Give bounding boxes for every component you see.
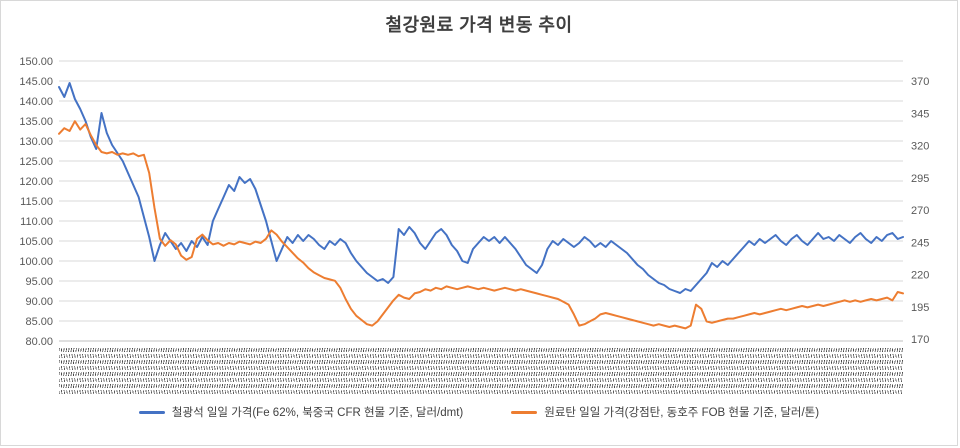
- legend: 철광석 일일 가격(Fe 62%, 북중국 CFR 현물 기준, 달러/dmt)…: [1, 404, 957, 420]
- left-axis-tick-label: 115.00: [20, 196, 53, 208]
- legend-line-swatch-orange: [511, 410, 538, 414]
- right-axis-tick-label: 320: [911, 141, 929, 153]
- right-axis-tick-label: 245: [911, 237, 929, 249]
- legend-line-swatch-blue: [138, 410, 165, 414]
- left-axis-tick-label: 100.00: [19, 256, 53, 268]
- legend-label-iron-ore: 철광석 일일 가격(Fe 62%, 북중국 CFR 현물 기준, 달러/dmt): [171, 407, 464, 419]
- x-tick-labels-row: [59, 390, 903, 394]
- plot-area: 150.00 145.00 140.00 135.00 130.00 125.00 120.…: [7, 47, 951, 394]
- chart-title: 철강원료 가격 변동 추이: [385, 15, 573, 35]
- left-axis-tick-label: 120.00: [19, 176, 53, 188]
- series-line-iron-ore: [58, 82, 904, 294]
- right-axis-tick-label: 220: [911, 270, 929, 282]
- right-axis-tick-label: 270: [911, 205, 929, 217]
- left-axis-tick-label: 85.00: [25, 316, 53, 328]
- x-tick-labels-row: [59, 360, 903, 364]
- left-axis-tick-label: 95.00: [25, 276, 53, 288]
- x-tick-labels-row: [59, 384, 903, 388]
- left-axis-tick-label: 90.00: [25, 296, 53, 308]
- left-axis-tick-label: 110.00: [20, 216, 53, 228]
- left-axis-tick-label: 145.00: [19, 76, 53, 88]
- left-axis-tick-label: 135.00: [19, 116, 53, 128]
- x-tick-labels-row: [59, 366, 903, 370]
- line-chart: 150.00 145.00 140.00 135.00 130.00 125.00 120.…: [19, 56, 929, 347]
- legend-label-coking-coal: 원료탄 일일 가격(강점탄, 동호주 FOB 현물 기준, 달러/톤): [544, 407, 820, 419]
- left-axis-tick-label: 80.00: [25, 336, 53, 347]
- legend-item-iron-ore: 철광석 일일 가격(Fe 62%, 북중국 CFR 현물 기준, 달러/dmt): [138, 404, 464, 420]
- right-axis-tick-label: 345: [911, 108, 929, 120]
- x-tick-labels-row: [59, 372, 903, 376]
- x-tick-labels-row: [59, 348, 903, 352]
- x-tick-labels-row: [59, 378, 903, 382]
- x-tick-labels-row: [59, 354, 903, 358]
- right-axis-tick-label: 370: [911, 76, 929, 88]
- right-axis-tick-label: 170: [911, 334, 929, 346]
- legend-item-coking-coal: 원료탄 일일 가격(강점탄, 동호주 FOB 현물 기준, 달러/톤): [511, 404, 819, 420]
- left-axis-tick-label: 125.00: [19, 156, 53, 168]
- left-axis-tick-label: 105.00: [19, 236, 53, 248]
- left-axis-tick-label: 140.00: [19, 96, 53, 108]
- x-axis-labels-band: [59, 348, 903, 394]
- series-line-coking-coal: [58, 120, 904, 330]
- left-axis-tick-label: 150.00: [19, 56, 53, 68]
- right-axis-tick-label: 195: [911, 302, 929, 314]
- left-axis-tick-label: 130.00: [19, 136, 53, 148]
- right-axis-tick-label: 295: [911, 173, 929, 185]
